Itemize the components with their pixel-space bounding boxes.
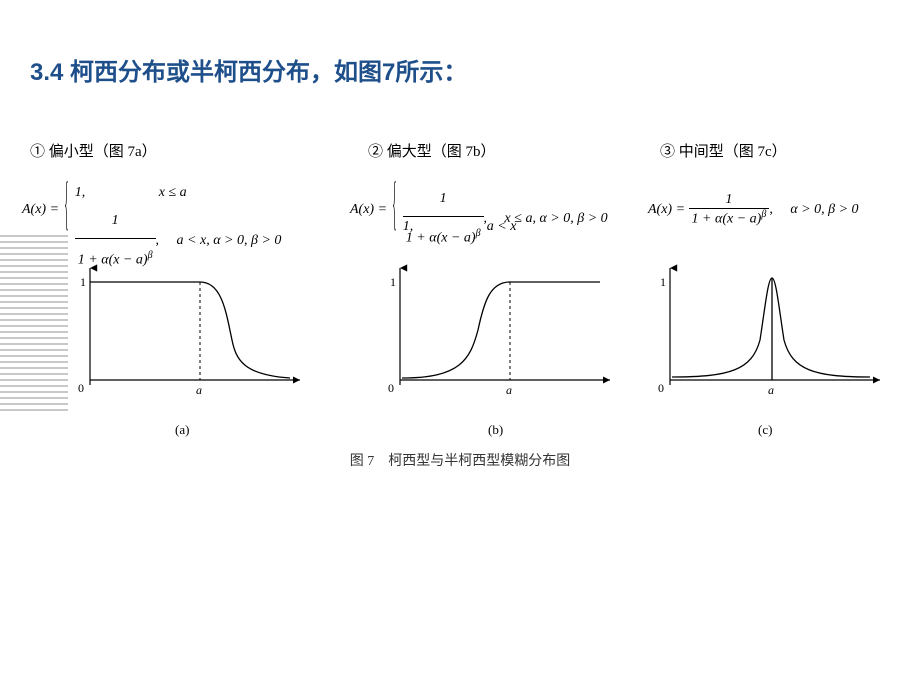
col2-row2-expr: 1,: [403, 219, 414, 234]
chart-a: 1 0 a: [60, 260, 320, 410]
chart-a-xlabel: a: [196, 383, 202, 397]
col1-formula-label: A(x) =: [22, 202, 59, 217]
col2-formula-label: A(x) =: [350, 202, 387, 217]
chart-c-curve: [672, 278, 870, 377]
col1-row1-cond: x ≤ a: [159, 182, 187, 204]
chart-a-sublabel: (a): [175, 422, 189, 438]
col3-cond: α > 0, β > 0: [790, 202, 858, 218]
col1-row2-num: 1: [75, 204, 156, 238]
col1-formula: A(x) = { 1, x ≤ a 1 1 + α(x − a)β , a < …: [22, 182, 281, 238]
chart-b-ytick: 1: [390, 275, 396, 289]
figure-caption: 图 7 柯西型与半柯西型模糊分布图: [0, 450, 920, 470]
chart-b-xlabel: a: [506, 383, 512, 397]
col3-formula-label: A(x) =: [648, 202, 685, 217]
chart-c: 1 0 a: [640, 260, 900, 410]
chart-c-xlabel: a: [768, 383, 774, 397]
col2-header: ② 偏大型（图 7b）: [368, 140, 496, 161]
col2-piecewise: 1 1 + α(x − a)β , x ≤ a, α > 0, β > 0 1,…: [403, 182, 608, 238]
page-title: 3.4 柯西分布或半柯西分布，如图7所示：: [30, 52, 467, 87]
col3-num: 1: [689, 192, 770, 208]
col3-den: 1 + α(x − a)β: [689, 208, 770, 228]
chart-a-origin: 0: [78, 381, 84, 395]
chart-b-sublabel: (b): [488, 422, 503, 438]
chart-a-curve: [90, 282, 290, 378]
col1-header: ① 偏小型（图 7a）: [30, 140, 157, 161]
left-stripe-decoration: [0, 235, 68, 415]
col3-frac: 1 1 + α(x − a)β: [689, 192, 770, 228]
chart-b: 1 0 a: [370, 260, 630, 410]
col3-header: ③ 中间型（图 7c）: [660, 140, 787, 161]
col2-row1-cond: x ≤ a, α > 0, β > 0: [505, 202, 608, 236]
col3-formula: A(x) = 1 1 + α(x − a)β , α > 0, β > 0: [648, 192, 859, 228]
chart-a-ytick: 1: [80, 275, 86, 289]
col2-row2-cond: a < x: [487, 216, 517, 238]
col1-piecewise: 1, x ≤ a 1 1 + α(x − a)β , a < x, α > 0,…: [75, 182, 282, 238]
col1-row2-cond: a < x, α > 0, β > 0: [177, 224, 282, 258]
col1-row1-expr: 1,: [75, 185, 86, 200]
chart-c-ytick: 1: [660, 275, 666, 289]
chart-c-sublabel: (c): [758, 422, 772, 438]
chart-b-origin: 0: [388, 381, 394, 395]
col2-formula: A(x) = { 1 1 + α(x − a)β , x ≤ a, α > 0,…: [350, 182, 608, 238]
chart-c-origin: 0: [658, 381, 664, 395]
chart-b-curve: [402, 282, 600, 378]
col2-row1-num: 1: [403, 182, 484, 216]
